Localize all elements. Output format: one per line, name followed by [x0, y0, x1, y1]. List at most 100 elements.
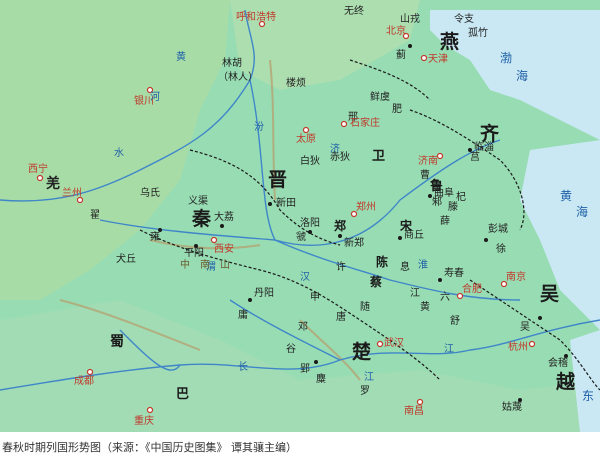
svg-text:羌: 羌	[46, 175, 60, 192]
state-borders	[139, 59, 600, 391]
svg-text:六: 六	[440, 291, 450, 303]
svg-text:曹: 曹	[420, 168, 430, 181]
state-wu: 吴	[540, 283, 559, 305]
mountain-ridges	[59, 59, 361, 381]
svg-text:北京: 北京	[386, 24, 406, 37]
svg-text:平阳: 平阳	[184, 247, 204, 259]
svg-text:石家庄: 石家庄	[350, 116, 380, 129]
svg-text:新郑: 新郑	[344, 236, 364, 249]
river-labels: 黄 河 水 汾 渭 江 长 江 淮 汉 济	[114, 50, 454, 383]
svg-text:合肥: 合肥	[462, 282, 482, 295]
svg-text:西宁: 西宁	[28, 162, 48, 175]
svg-text:许: 许	[336, 261, 346, 273]
svg-text:姑蔑: 姑蔑	[502, 400, 522, 413]
svg-text:寿春: 寿春	[444, 266, 464, 279]
svg-text:（林人）: （林人）	[218, 70, 258, 83]
map: 齐 晋 秦 楚 吴 越 燕 鲁 卫 郑 宋 陈 蔡 蜀 巴 莒 杞 滕 薛 邾 …	[0, 0, 600, 432]
state-qin: 秦	[191, 207, 212, 230]
state-qi: 齐	[480, 122, 500, 145]
state-jin: 晋	[268, 169, 287, 191]
yellow-sea	[520, 140, 600, 330]
svg-text:杞: 杞	[456, 190, 466, 203]
svg-text:林胡: 林胡	[222, 56, 242, 69]
svg-text:邾: 邾	[432, 195, 442, 208]
svg-text:渭: 渭	[206, 261, 216, 273]
sea-area	[430, 10, 600, 140]
svg-text:罗: 罗	[360, 385, 370, 397]
svg-text:太原: 太原	[296, 132, 316, 145]
svg-text:乌氏: 乌氏	[140, 186, 160, 199]
svg-text:武汉: 武汉	[384, 336, 404, 349]
svg-text:黄: 黄	[560, 189, 572, 203]
svg-text:南昌: 南昌	[404, 404, 424, 417]
state-wei: 卫	[372, 149, 385, 164]
svg-text:江: 江	[444, 343, 454, 355]
svg-text:江: 江	[364, 371, 374, 383]
svg-text:河: 河	[150, 91, 160, 103]
svg-text:庸: 庸	[238, 308, 248, 321]
svg-text:申: 申	[310, 290, 320, 303]
svg-text:长: 长	[238, 361, 248, 373]
svg-text:无终: 无终	[344, 4, 364, 17]
state-zheng: 郑	[334, 218, 346, 233]
state-yan: 燕	[440, 30, 459, 53]
svg-text:邓: 邓	[298, 321, 308, 333]
svg-text:新田: 新田	[276, 196, 296, 209]
mountain-labels: 中 南 山	[180, 258, 230, 271]
svg-text:济南: 济南	[418, 154, 438, 167]
northern-plateau	[230, 0, 420, 90]
svg-text:大荔: 大荔	[214, 210, 234, 223]
svg-text:兰州: 兰州	[62, 186, 82, 199]
svg-text:会稽: 会稽	[548, 356, 568, 369]
svg-text:商丘: 商丘	[404, 228, 424, 241]
svg-text:舒: 舒	[450, 314, 460, 327]
state-chu: 楚	[352, 340, 371, 363]
svg-text:海: 海	[516, 68, 528, 83]
svg-text:成都: 成都	[74, 375, 94, 387]
svg-text:海: 海	[576, 204, 588, 219]
western-highlands	[0, 0, 230, 300]
tribe-labels: 林胡 （林人） 楼烦 乌氏 义渠 羌 白狄 赤狄 鲜虞 肥 无终 山戎 令支 孤…	[46, 4, 488, 265]
svg-text:银川: 银川	[134, 94, 154, 107]
svg-text:唐: 唐	[336, 310, 346, 323]
svg-text:谷: 谷	[286, 343, 296, 355]
sea-labels: 渤 海 黄 海 东	[500, 51, 594, 403]
svg-text:郑州: 郑州	[356, 200, 376, 213]
svg-text:重庆: 重庆	[134, 414, 154, 427]
svg-text:杭州: 杭州	[508, 340, 528, 353]
svg-text:滕: 滕	[448, 200, 458, 213]
svg-text:中: 中	[180, 258, 190, 271]
southern-hills	[0, 300, 600, 432]
svg-text:天津: 天津	[428, 53, 448, 65]
svg-text:义渠: 义渠	[188, 195, 208, 207]
svg-text:东: 东	[582, 389, 594, 403]
svg-text:汉: 汉	[300, 271, 310, 283]
minor-state-labels: 莒 杞 滕 薛 邾 曹 许 申 邓 随 唐 庸 黄 六 舒 江 息 虢 邢 徐 …	[238, 111, 506, 397]
svg-text:翟: 翟	[90, 209, 100, 221]
svg-text:彭城: 彭城	[488, 222, 508, 235]
svg-text:徐: 徐	[496, 242, 506, 255]
svg-text:丹阳: 丹阳	[254, 287, 274, 299]
svg-text:犬丘: 犬丘	[116, 252, 136, 265]
svg-text:洛阳: 洛阳	[300, 216, 320, 229]
svg-text:吴: 吴	[520, 321, 530, 333]
svg-text:邢: 邢	[348, 111, 358, 123]
svg-text:济: 济	[330, 142, 340, 155]
svg-text:肥: 肥	[392, 103, 402, 115]
svg-text:鲜虞: 鲜虞	[370, 90, 390, 103]
state-song: 宋	[400, 218, 413, 233]
svg-text:山: 山	[220, 259, 230, 271]
modern-cities: 呼和浩特 北京 天津 石家庄 太原 郑州 西安 武汉 合肥 南京 杭州 南昌 兰…	[28, 11, 536, 427]
svg-text:山戎: 山戎	[400, 12, 420, 25]
svg-text:江: 江	[410, 287, 420, 299]
svg-text:蓟: 蓟	[396, 48, 406, 61]
svg-text:呼和浩特: 呼和浩特	[236, 11, 276, 23]
state-chen: 陈	[376, 254, 388, 269]
state-shu: 蜀	[110, 334, 124, 350]
svg-text:南京: 南京	[506, 270, 526, 283]
svg-text:楼烦: 楼烦	[286, 76, 306, 89]
svg-text:临淄: 临淄	[474, 140, 494, 153]
svg-text:白狄: 白狄	[300, 154, 320, 167]
state-cai: 蔡	[369, 274, 382, 289]
capital-cities: 临淄 曲阜 商丘 新郑 洛阳 新田 雍 大荔 平阳 蓟 彭城 郢 丹阳 寿春 吴…	[150, 44, 568, 413]
